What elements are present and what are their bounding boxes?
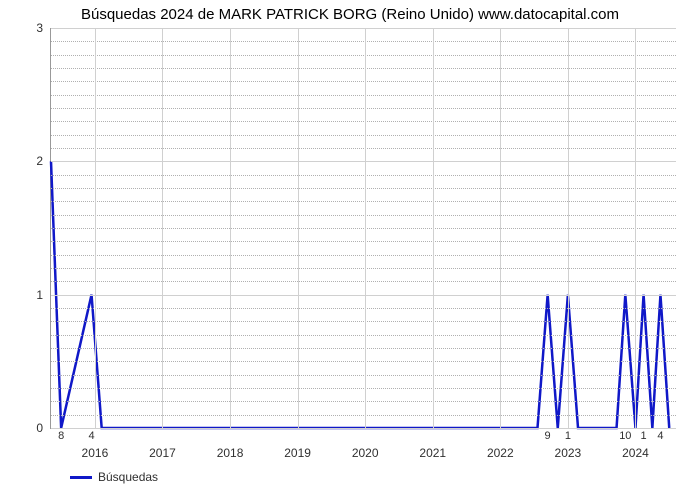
- legend-swatch: [70, 476, 92, 479]
- point-label: 1: [565, 428, 571, 442]
- y-tick-label: 0: [36, 421, 51, 435]
- x-tick-label: 2019: [284, 428, 311, 460]
- legend-label: Búsquedas: [98, 470, 158, 484]
- y-tick-label: 2: [36, 154, 51, 168]
- point-label: 4: [88, 428, 94, 442]
- point-label: 8: [58, 428, 64, 442]
- x-tick-label: 2022: [487, 428, 514, 460]
- x-tick-label: 2018: [217, 428, 244, 460]
- point-label: 10: [619, 428, 631, 442]
- chart-title: Búsquedas 2024 de MARK PATRICK BORG (Rei…: [0, 6, 700, 23]
- y-tick-label: 3: [36, 21, 51, 35]
- x-tick-label: 2021: [419, 428, 446, 460]
- chart-container: Búsquedas 2024 de MARK PATRICK BORG (Rei…: [0, 0, 700, 500]
- point-label: 4: [657, 428, 663, 442]
- point-label: 1: [641, 428, 647, 442]
- point-label: 9: [545, 428, 551, 442]
- y-tick-label: 1: [36, 288, 51, 302]
- plot-area: 0123201620172018201920202021202220232024…: [50, 28, 676, 429]
- x-tick-label: 2017: [149, 428, 176, 460]
- x-tick-label: 2016: [82, 428, 109, 460]
- x-tick-label: 2020: [352, 428, 379, 460]
- legend: Búsquedas: [70, 470, 158, 484]
